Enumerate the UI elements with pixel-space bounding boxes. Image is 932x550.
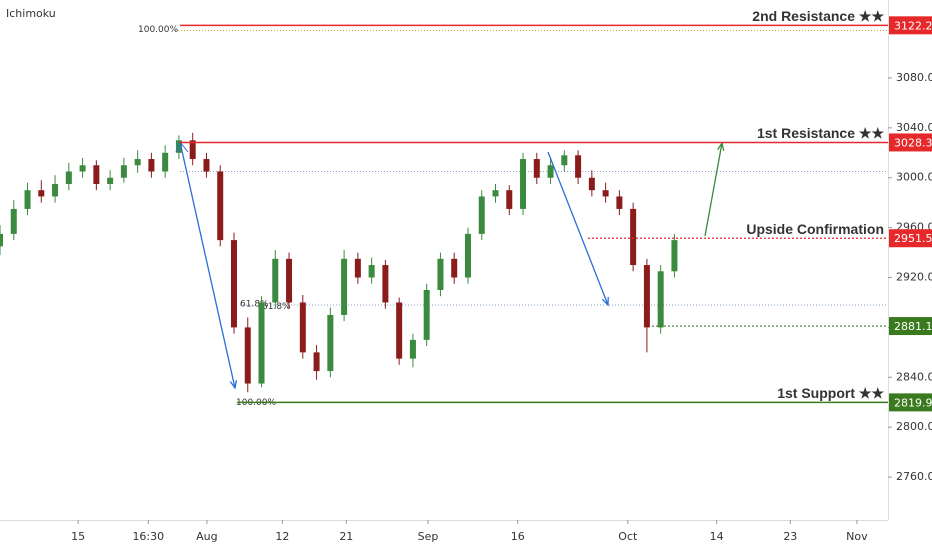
candle-body — [451, 258, 458, 278]
candle-body — [409, 339, 416, 359]
x-tick-label: 15 — [71, 530, 85, 543]
arrow-head — [229, 380, 238, 390]
candle-body — [38, 190, 45, 197]
candle-body — [478, 196, 485, 234]
level-label: Upside Confirmation — [746, 221, 884, 237]
candle-body — [423, 289, 430, 340]
candle-body — [203, 159, 210, 172]
price-box-label: 2881.1 — [894, 320, 932, 333]
candle-body — [65, 171, 72, 184]
candle-body — [162, 152, 169, 172]
candle-body — [52, 183, 59, 197]
candle-body — [575, 155, 582, 178]
candle-body — [230, 240, 237, 328]
candle-body — [396, 302, 403, 359]
candle-body — [657, 271, 664, 328]
x-tick-label: Nov — [846, 530, 868, 543]
x-tick-label: Aug — [196, 530, 217, 543]
x-tick-label: Oct — [618, 530, 638, 543]
candle-body — [437, 258, 444, 290]
candle-body — [313, 352, 320, 372]
candle-body — [533, 159, 540, 178]
y-tick-label: 3000.0 — [896, 171, 932, 184]
price-box — [889, 16, 932, 35]
y-tick-label: 2800.0 — [896, 420, 932, 433]
level-label: 1st Resistance ★★ — [757, 125, 884, 141]
y-tick-label: 2840.0 — [896, 370, 932, 383]
candle-body — [547, 165, 554, 178]
candle-body — [492, 190, 499, 197]
candle-body — [24, 190, 31, 209]
arrow — [547, 151, 609, 306]
price-box-label: 3122.2 — [894, 19, 932, 32]
candle-body — [10, 208, 17, 234]
candle-body — [93, 165, 100, 184]
price-box — [889, 229, 932, 248]
candle-body — [506, 190, 513, 209]
price-box — [889, 317, 932, 336]
x-tick-label: 23 — [783, 530, 797, 543]
indicator-label: Ichimoku — [6, 7, 56, 20]
candle-body — [175, 140, 182, 153]
candle-body — [286, 258, 293, 303]
price-box-label: 2951.5 — [894, 232, 932, 245]
candle-body — [561, 155, 568, 166]
x-tick-label: 16 — [511, 530, 525, 543]
x-tick-label: 12 — [275, 530, 289, 543]
price-box-label: 2819.9 — [894, 396, 932, 409]
price-box — [889, 393, 932, 412]
level-label: 2nd Resistance ★★ — [752, 8, 884, 24]
candle-body — [354, 258, 361, 278]
candle-body — [643, 265, 650, 328]
candle-body — [299, 302, 306, 353]
y-tick-label: 3040.0 — [896, 121, 932, 134]
candle-body — [272, 258, 279, 303]
level-label: 1st Support ★★ — [777, 385, 884, 401]
x-tick-label: 16:30 — [132, 530, 164, 543]
candle-body — [341, 258, 348, 315]
fib-label: 61.8% — [262, 302, 291, 312]
x-tick-label: Sep — [418, 530, 439, 543]
fib-label: 100.00% — [138, 25, 178, 35]
y-tick-label: 2920.0 — [896, 271, 932, 284]
candle-body — [148, 159, 155, 172]
candle-body — [107, 177, 114, 184]
arrow — [704, 142, 723, 237]
candle-body — [244, 327, 251, 384]
candle-body — [588, 177, 595, 191]
arrow-head — [601, 296, 609, 307]
candle-body — [79, 165, 86, 172]
candle-body — [630, 208, 637, 266]
x-tick-label: 21 — [339, 530, 353, 543]
y-tick-label: 2760.0 — [896, 470, 932, 483]
x-tick-label: 14 — [710, 530, 724, 543]
arrow — [175, 141, 189, 153]
candle-body — [602, 190, 609, 197]
candle-body — [0, 233, 3, 247]
y-tick-label: 3080.0 — [896, 71, 932, 84]
price-box-label: 3028.3 — [894, 136, 932, 149]
candle-body — [134, 159, 141, 166]
arrow — [179, 141, 236, 389]
candle-body — [258, 302, 265, 384]
fib-label: 61.8% — [240, 299, 269, 309]
candle-body — [327, 314, 334, 372]
candle-body — [189, 140, 196, 160]
candle-body — [464, 233, 471, 278]
candle-body — [520, 159, 527, 209]
candle-body — [120, 165, 127, 178]
candle-body — [217, 171, 224, 241]
candle-body — [671, 240, 678, 272]
price-box — [889, 133, 932, 152]
candle-body — [382, 265, 389, 303]
candle-body — [368, 265, 375, 278]
candle-body — [616, 196, 623, 209]
